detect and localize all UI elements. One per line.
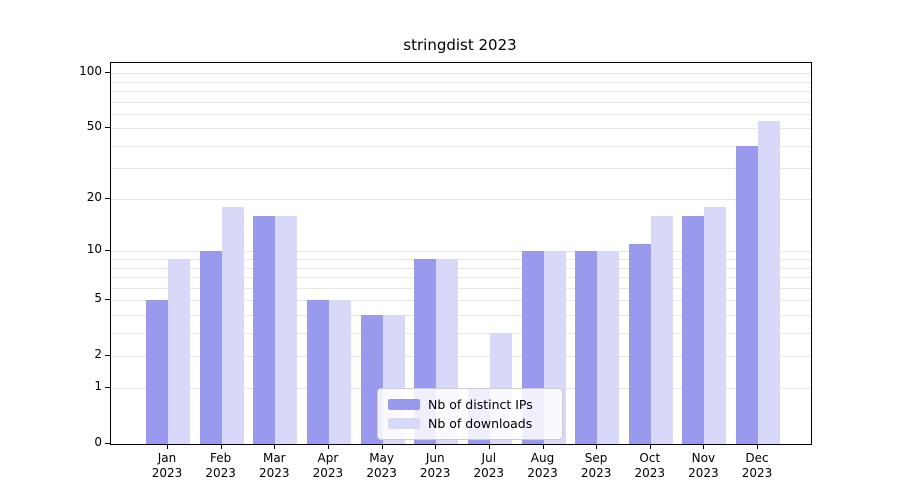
y-axis-tick-mark-2	[105, 354, 110, 356]
x-axis-tick-mark-feb	[220, 444, 222, 449]
y-axis-tick-label-1: 1	[94, 379, 102, 394]
x-axis-tick-mark-jan	[167, 444, 168, 449]
y-axis-tick-label-100: 100	[79, 64, 102, 79]
x-axis-tick-mark-apr	[327, 444, 329, 449]
y-axis-tick-label-50: 50	[86, 119, 102, 134]
bar-downloads-dec	[758, 120, 780, 444]
x-axis-tick-mark-sep	[596, 444, 598, 449]
gridline-7	[111, 276, 811, 278]
x-axis-tick-label-oct: Oct 2023	[634, 451, 666, 480]
x-axis-tick-mark-oct	[649, 444, 651, 449]
bar-downloads-feb	[221, 207, 244, 444]
legend-label-downloads: Nb of downloads	[428, 416, 533, 431]
y-axis-tick-mark-5	[105, 299, 110, 300]
x-axis-tick-mark-jun	[435, 444, 437, 449]
y-axis-tick-mark-0	[105, 443, 110, 444]
legend-label-distinct-ips: Nb of distinct IPs	[428, 397, 533, 412]
y-axis-tick-mark-1	[105, 387, 110, 389]
x-axis-tick-label-jul: Jul 2023	[473, 451, 505, 480]
bar-distinct-ips-jan	[146, 300, 168, 444]
x-axis-tick-label-jan: Jan 2023	[151, 451, 183, 480]
bar-distinct-ips-apr	[306, 300, 329, 444]
gridline-70	[111, 101, 811, 103]
bar-downloads-jan	[168, 259, 190, 444]
bar-distinct-ips-oct	[628, 244, 651, 444]
gridline-60	[111, 113, 811, 115]
gridline-20	[111, 199, 811, 201]
x-axis-tick-mark-may	[381, 444, 383, 449]
x-axis-tick-label-may: May 2023	[366, 451, 397, 480]
y-axis-tick-label-0: 0	[94, 435, 102, 449]
x-axis-tick-label-nov: Nov 2023	[688, 451, 719, 480]
gridline-50	[111, 128, 811, 130]
plot-area: Nb of distinct IPs Nb of downloads	[110, 62, 812, 445]
legend: Nb of distinct IPs Nb of downloads	[377, 388, 563, 440]
x-axis-tick-label-dec: Dec 2023	[741, 451, 773, 480]
gridline-5	[111, 300, 811, 301]
y-axis-tick-label-5: 5	[94, 291, 102, 305]
x-axis-tick-label-mar: Mar 2023	[259, 451, 290, 480]
gridline-10	[111, 251, 811, 253]
y-axis-tick-label-20: 20	[86, 190, 102, 205]
gridline-90	[111, 81, 811, 83]
gridline-30	[111, 168, 811, 170]
bar-downloads-sep	[597, 251, 620, 444]
x-axis-tick-mark-jul	[488, 444, 490, 449]
gridline-4	[111, 314, 811, 316]
y-axis-tick-label-10: 10	[86, 242, 102, 257]
gridline-6	[111, 287, 811, 289]
x-axis-tick-mark-mar	[274, 444, 276, 449]
gridline-9	[111, 259, 811, 260]
gridline-40	[111, 145, 811, 147]
legend-swatch-distinct-ips	[388, 399, 420, 410]
x-axis-tick-mark-nov	[703, 444, 705, 449]
y-axis-tick-mark-100	[105, 72, 110, 74]
x-axis-tick-label-sep: Sep 2023	[580, 451, 612, 480]
bar-distinct-ips-nov	[682, 216, 705, 444]
gridline-2	[111, 355, 811, 357]
bar-downloads-apr	[328, 300, 351, 444]
legend-swatch-downloads	[388, 418, 420, 429]
bar-downloads-mar	[275, 216, 298, 444]
gridline-3	[111, 332, 811, 334]
bar-distinct-ips-feb	[199, 251, 222, 444]
bar-downloads-oct	[650, 216, 673, 444]
gridline-80	[111, 90, 811, 92]
x-axis-tick-label-aug: Aug 2023	[527, 451, 558, 480]
x-axis-tick-mark-dec	[757, 444, 758, 449]
bar-distinct-ips-sep	[575, 251, 598, 444]
x-axis-tick-label-jun: Jun 2023	[419, 451, 451, 480]
x-axis-tick-label-feb: Feb 2023	[205, 451, 236, 480]
y-axis-tick-mark-50	[105, 127, 110, 129]
legend-item-distinct-ips: Nb of distinct IPs	[388, 395, 552, 414]
legend-item-downloads: Nb of downloads	[388, 414, 552, 433]
bar-distinct-ips-dec	[736, 145, 758, 444]
x-axis-tick-label-apr: Apr 2023	[312, 451, 344, 480]
gridline-8	[111, 267, 811, 269]
y-axis-tick-mark-20	[105, 198, 110, 200]
x-axis-tick-mark-aug	[542, 444, 544, 449]
y-axis-tick-mark-10	[105, 250, 110, 252]
chart-title: stringdist 2023	[403, 36, 517, 54]
gridline-100	[111, 73, 811, 75]
y-axis-tick-label-2: 2	[94, 346, 102, 361]
bar-distinct-ips-mar	[253, 216, 276, 444]
bar-downloads-nov	[704, 207, 727, 444]
